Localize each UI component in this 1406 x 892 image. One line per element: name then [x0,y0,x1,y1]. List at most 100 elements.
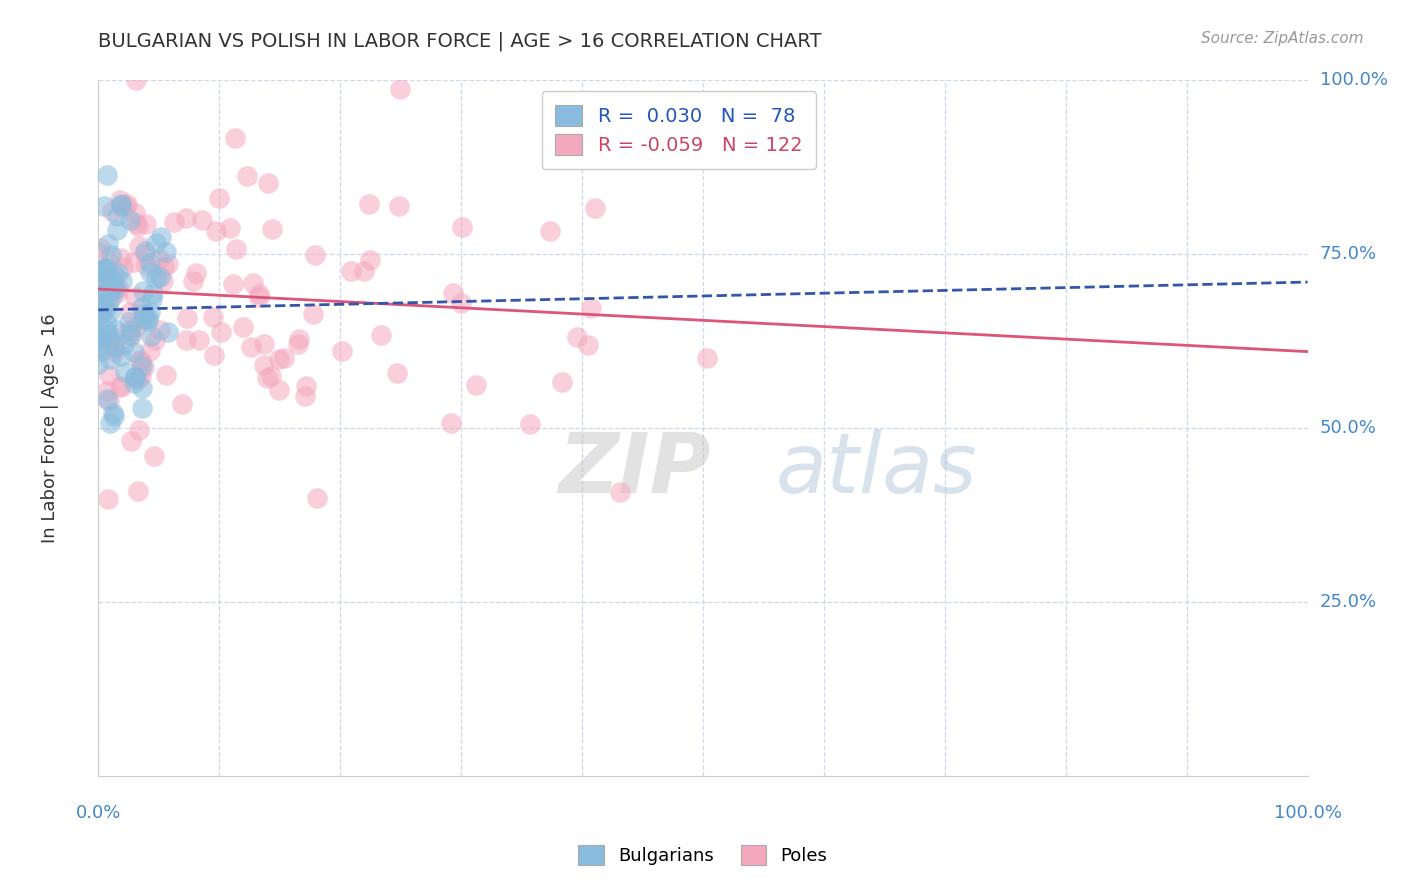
Point [131,354,153,368]
Point [107,266,129,280]
Legend: R =  0.030   N =  78, R = -0.059   N = 122: R = 0.030 N = 78, R = -0.059 N = 122 [541,91,815,169]
Point [124,290,146,304]
Point [131,401,153,416]
Point [253,337,276,351]
Point [103,268,125,282]
Point [100,334,122,349]
Point [302,307,325,321]
Point [339,263,361,277]
Point [294,389,316,403]
Point [232,320,254,334]
Text: 0.0%: 0.0% [76,804,121,822]
Point [124,370,146,384]
Text: 50.0%: 50.0% [1320,419,1376,437]
Point [90,297,112,311]
Point [205,224,228,238]
Point [139,265,162,279]
Point [100,292,122,306]
Point [124,73,146,87]
Point [110,349,132,363]
Point [124,206,146,220]
Point [125,319,148,334]
Point [190,213,212,227]
Point [129,311,152,326]
Point [131,285,153,299]
Point [96,318,118,332]
Point [136,311,159,326]
Point [91,333,114,347]
Point [97,293,120,308]
Point [330,344,353,359]
Point [260,369,283,384]
Point [451,220,474,235]
Point [112,336,135,351]
Point [122,345,145,359]
Point [450,295,472,310]
Text: ZIP: ZIP [558,429,710,510]
Point [100,248,122,262]
Point [89,241,111,255]
Point [93,342,115,356]
Point [440,416,463,430]
Point [304,248,326,262]
Point [91,330,114,344]
Point [145,270,167,285]
Point [163,214,186,228]
Point [110,197,132,211]
Point [96,272,118,286]
Point [89,279,111,293]
Point [141,328,163,343]
Point [288,332,311,346]
Point [118,305,141,319]
Point [370,328,392,343]
Point [94,260,117,275]
Point [127,372,149,386]
Point [90,301,112,316]
Point [97,394,120,409]
Point [256,370,278,384]
Point [139,343,162,358]
Point [107,281,129,295]
Point [103,341,125,355]
Point [465,378,488,392]
Point [696,351,718,366]
Point [567,329,589,343]
Point [357,197,380,211]
Point [124,369,146,384]
Point [388,199,411,213]
Point [305,491,328,505]
Point [579,301,602,315]
Point [149,270,172,285]
Point [142,285,165,300]
Legend: Bulgarians, Poles: Bulgarians, Poles [569,836,837,874]
Text: In Labor Force | Age > 16: In Labor Force | Age > 16 [41,313,59,543]
Point [96,392,118,407]
Point [94,285,117,299]
Point [135,217,157,231]
Point [104,345,127,359]
Point [97,492,120,507]
Point [136,314,159,328]
Point [107,285,129,300]
Point [273,351,295,365]
Point [128,239,150,253]
Point [125,216,148,230]
Point [139,256,162,270]
Point [104,323,127,337]
Point [129,368,152,383]
Point [104,331,127,345]
Point [110,197,132,211]
Point [152,274,174,288]
Point [120,327,142,342]
Point [101,406,124,420]
Point [127,219,149,233]
Point [104,282,127,296]
Text: 100.0%: 100.0% [1274,804,1341,822]
Point [576,338,599,352]
Point [110,251,132,265]
Point [89,264,111,278]
Point [388,81,411,95]
Point [128,423,150,437]
Point [90,339,112,353]
Point [96,261,118,276]
